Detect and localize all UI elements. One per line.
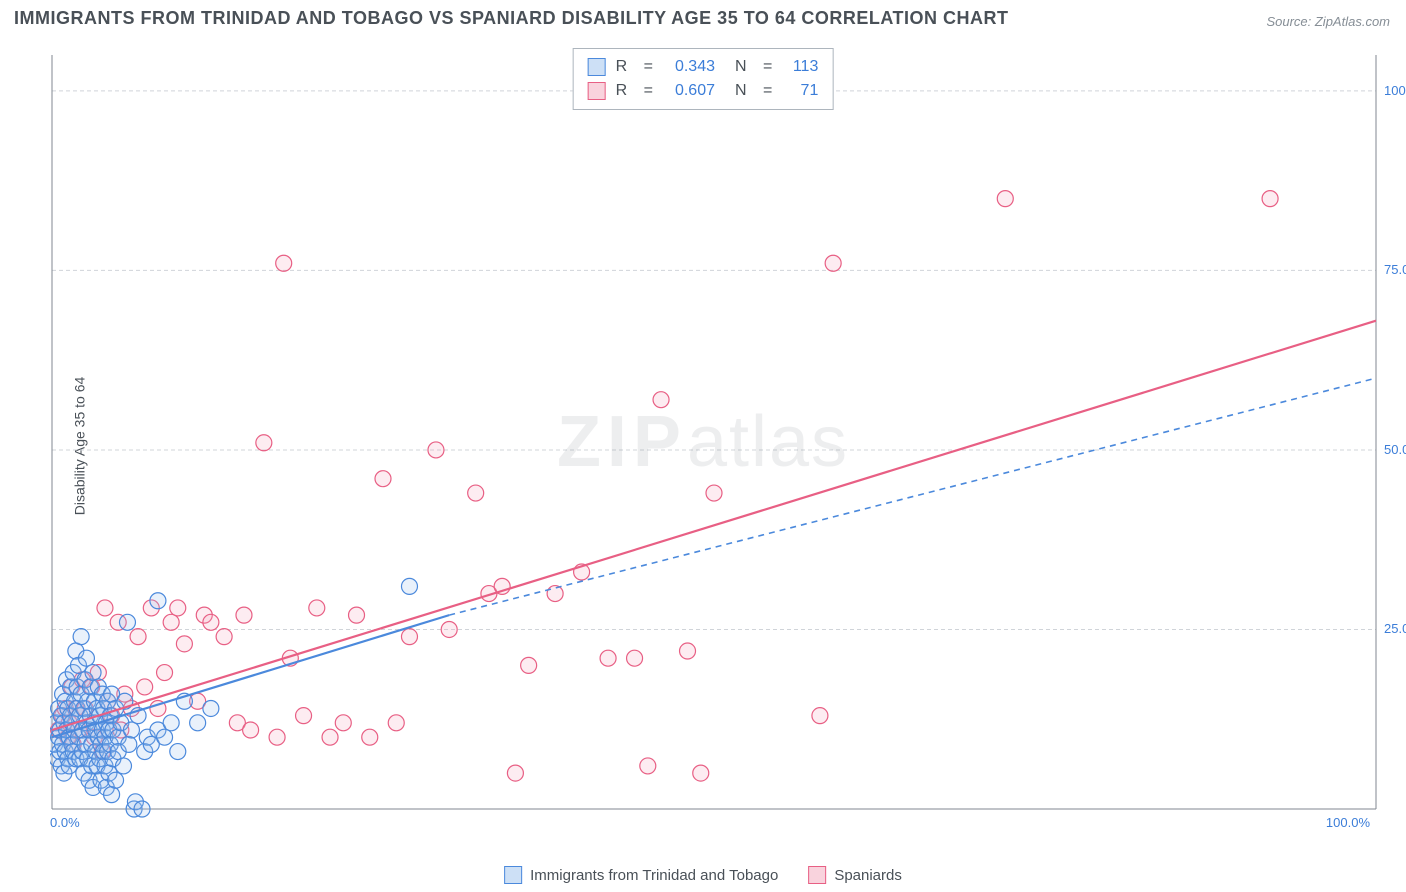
legend-item: Spaniards xyxy=(808,866,902,884)
series-spaniards xyxy=(51,191,1278,781)
legend-swatch xyxy=(504,866,522,884)
legend-label: Immigrants from Trinidad and Tobago xyxy=(530,867,778,884)
legend-swatch xyxy=(808,866,826,884)
legend: Immigrants from Trinidad and Tobago Spani… xyxy=(504,866,902,884)
axis-tick: 50.0% xyxy=(1384,442,1406,457)
axis-tick: 75.0% xyxy=(1384,262,1406,277)
axis-tick: 0.0% xyxy=(50,815,80,830)
axis-tick: 100.0% xyxy=(1326,815,1370,830)
scatter-plot xyxy=(50,45,1390,827)
stats-row: R=0.343N=113 xyxy=(588,55,819,79)
axis-tick: 100.0% xyxy=(1384,83,1406,98)
legend-label: Spaniards xyxy=(834,867,902,884)
stats-row: R=0.607N=71 xyxy=(588,79,819,103)
axis-tick: 25.0% xyxy=(1384,621,1406,636)
legend-swatch xyxy=(588,58,606,76)
chart-title: IMMIGRANTS FROM TRINIDAD AND TOBAGO VS S… xyxy=(14,8,1009,29)
legend-swatch xyxy=(588,82,606,100)
legend-item: Immigrants from Trinidad and Tobago xyxy=(504,866,778,884)
correlation-stats-box: R=0.343N=113R=0.607N=71 xyxy=(573,48,834,110)
source-attribution: Source: ZipAtlas.com xyxy=(1266,14,1390,29)
